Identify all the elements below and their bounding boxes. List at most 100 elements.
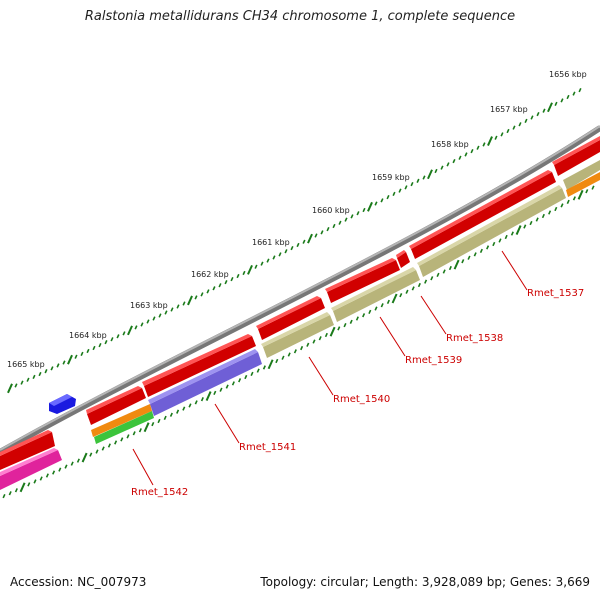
inner-tick-mark <box>386 299 390 305</box>
outer-tick-mark <box>494 135 498 140</box>
outer-tick-mark <box>422 175 426 180</box>
outer-tick-mark <box>290 245 294 251</box>
inner-tick-mark <box>58 467 62 472</box>
inner-tick-mark <box>572 196 576 201</box>
inner-tick-mark <box>200 397 204 402</box>
inner-tick-mark <box>8 491 12 496</box>
outer-tick-mark <box>62 360 66 365</box>
outer-tick-mark <box>7 383 13 394</box>
inner-tick-mark <box>448 265 452 271</box>
outer-tick-mark <box>74 354 78 359</box>
inner-tick-mark <box>349 319 353 324</box>
inner-tick-mark <box>430 276 434 281</box>
inner-tick-mark <box>19 482 26 493</box>
inner-tick-mark <box>560 203 564 208</box>
feature-track-secondary <box>0 160 600 490</box>
inner-tick-mark <box>417 282 421 288</box>
inner-tick-mark <box>169 412 173 417</box>
leader-line-1539 <box>379 316 406 357</box>
inner-tick-mark <box>14 488 18 493</box>
inner-tick-mark <box>486 245 490 250</box>
outer-tick-mark <box>410 181 414 187</box>
outer-tick-mark <box>427 169 433 180</box>
outer-tick-mark <box>187 295 193 306</box>
outer-tick-mark <box>506 128 510 134</box>
gene-purple <box>148 349 262 416</box>
inner-tick-mark <box>473 252 477 257</box>
inner-tick-mark <box>244 374 248 380</box>
gene-red-left-arrow <box>86 386 146 425</box>
inner-tick-mark <box>250 371 254 376</box>
outer-tick-mark <box>530 115 534 120</box>
gene-label-1541: Rmet_1541 <box>239 442 296 453</box>
gene-label-1537: Rmet_1537 <box>527 288 584 299</box>
inner-tick-mark <box>287 352 291 357</box>
outer-tick-mark <box>500 132 504 137</box>
outer-tick-mark <box>212 286 216 291</box>
outer-tick-mark <box>380 198 384 203</box>
outer-tick-mark <box>452 158 456 164</box>
inner-tick-mark <box>300 345 304 351</box>
outer-tick-mark <box>80 351 84 356</box>
outer-tick-mark <box>26 377 30 382</box>
outer-tick-mark <box>67 354 73 365</box>
gene-label-1542: Rmet_1542 <box>131 487 188 498</box>
outer-tick-mark <box>158 313 162 318</box>
outer-tick-mark <box>578 87 582 93</box>
outer-tick-mark <box>236 273 240 279</box>
outer-tick-mark <box>260 261 264 266</box>
outer-tick-mark <box>38 371 42 377</box>
inner-tick-mark <box>324 332 328 338</box>
inner-tick-mark <box>76 458 80 463</box>
outer-tick-mark <box>176 304 180 309</box>
outer-tick-mark <box>560 98 564 103</box>
inner-tick-mark <box>492 241 496 247</box>
outer-tick-mark <box>434 168 438 174</box>
outer-tick-mark <box>302 239 306 244</box>
inner-tick-mark <box>318 336 322 341</box>
inner-tick-mark <box>238 378 242 383</box>
outer-tick-mark <box>524 118 528 124</box>
inner-tick-mark <box>453 259 460 270</box>
outer-tick-mark <box>307 233 313 244</box>
inner-tick-mark <box>81 452 88 463</box>
outer-tick-mark <box>572 91 576 96</box>
inner-tick-mark <box>566 199 570 205</box>
outer-tick-mark <box>116 334 120 339</box>
inner-tick-mark <box>39 476 43 481</box>
inner-tick-mark <box>343 323 347 328</box>
inner-tick-mark <box>306 342 310 347</box>
gene-orange-edge <box>566 172 600 197</box>
outer-tick-mark <box>224 280 228 285</box>
outer-tick-mark <box>416 178 420 183</box>
gene-green <box>94 411 154 444</box>
gene-red-far-left <box>0 430 55 470</box>
inner-tick-mark <box>362 313 366 318</box>
outer-tick-mark <box>326 227 330 232</box>
outer-tick-mark <box>200 292 204 297</box>
inner-tick-mark <box>399 293 403 298</box>
inner-tick-mark <box>541 213 545 219</box>
outer-tick-mark <box>278 252 282 257</box>
inner-tick-mark <box>461 259 465 264</box>
gene-olive-edge <box>563 160 600 190</box>
outer-tick-mark <box>134 325 138 330</box>
inner-tick-mark <box>225 384 229 389</box>
inner-tick-mark <box>256 368 260 373</box>
leader-line-1541 <box>214 403 240 444</box>
inner-tick-mark <box>498 238 502 243</box>
kbp-label-1663: 1663 kbp <box>130 301 168 310</box>
inner-tick-mark <box>182 406 186 411</box>
gene-orange <box>91 404 152 437</box>
outer-tick-mark <box>242 270 246 276</box>
inner-tick-mark <box>213 390 217 396</box>
gene-olive-1 <box>261 312 334 358</box>
inner-tick-mark <box>176 409 180 414</box>
gene-red-right <box>409 170 556 259</box>
inner-tick-mark <box>89 452 93 457</box>
inner-tick-mark <box>267 359 274 370</box>
inner-tick-mark <box>151 421 155 427</box>
outer-tick-mark <box>50 366 54 371</box>
outer-tick-mark <box>104 340 108 345</box>
outer-tick-mark <box>194 295 198 300</box>
